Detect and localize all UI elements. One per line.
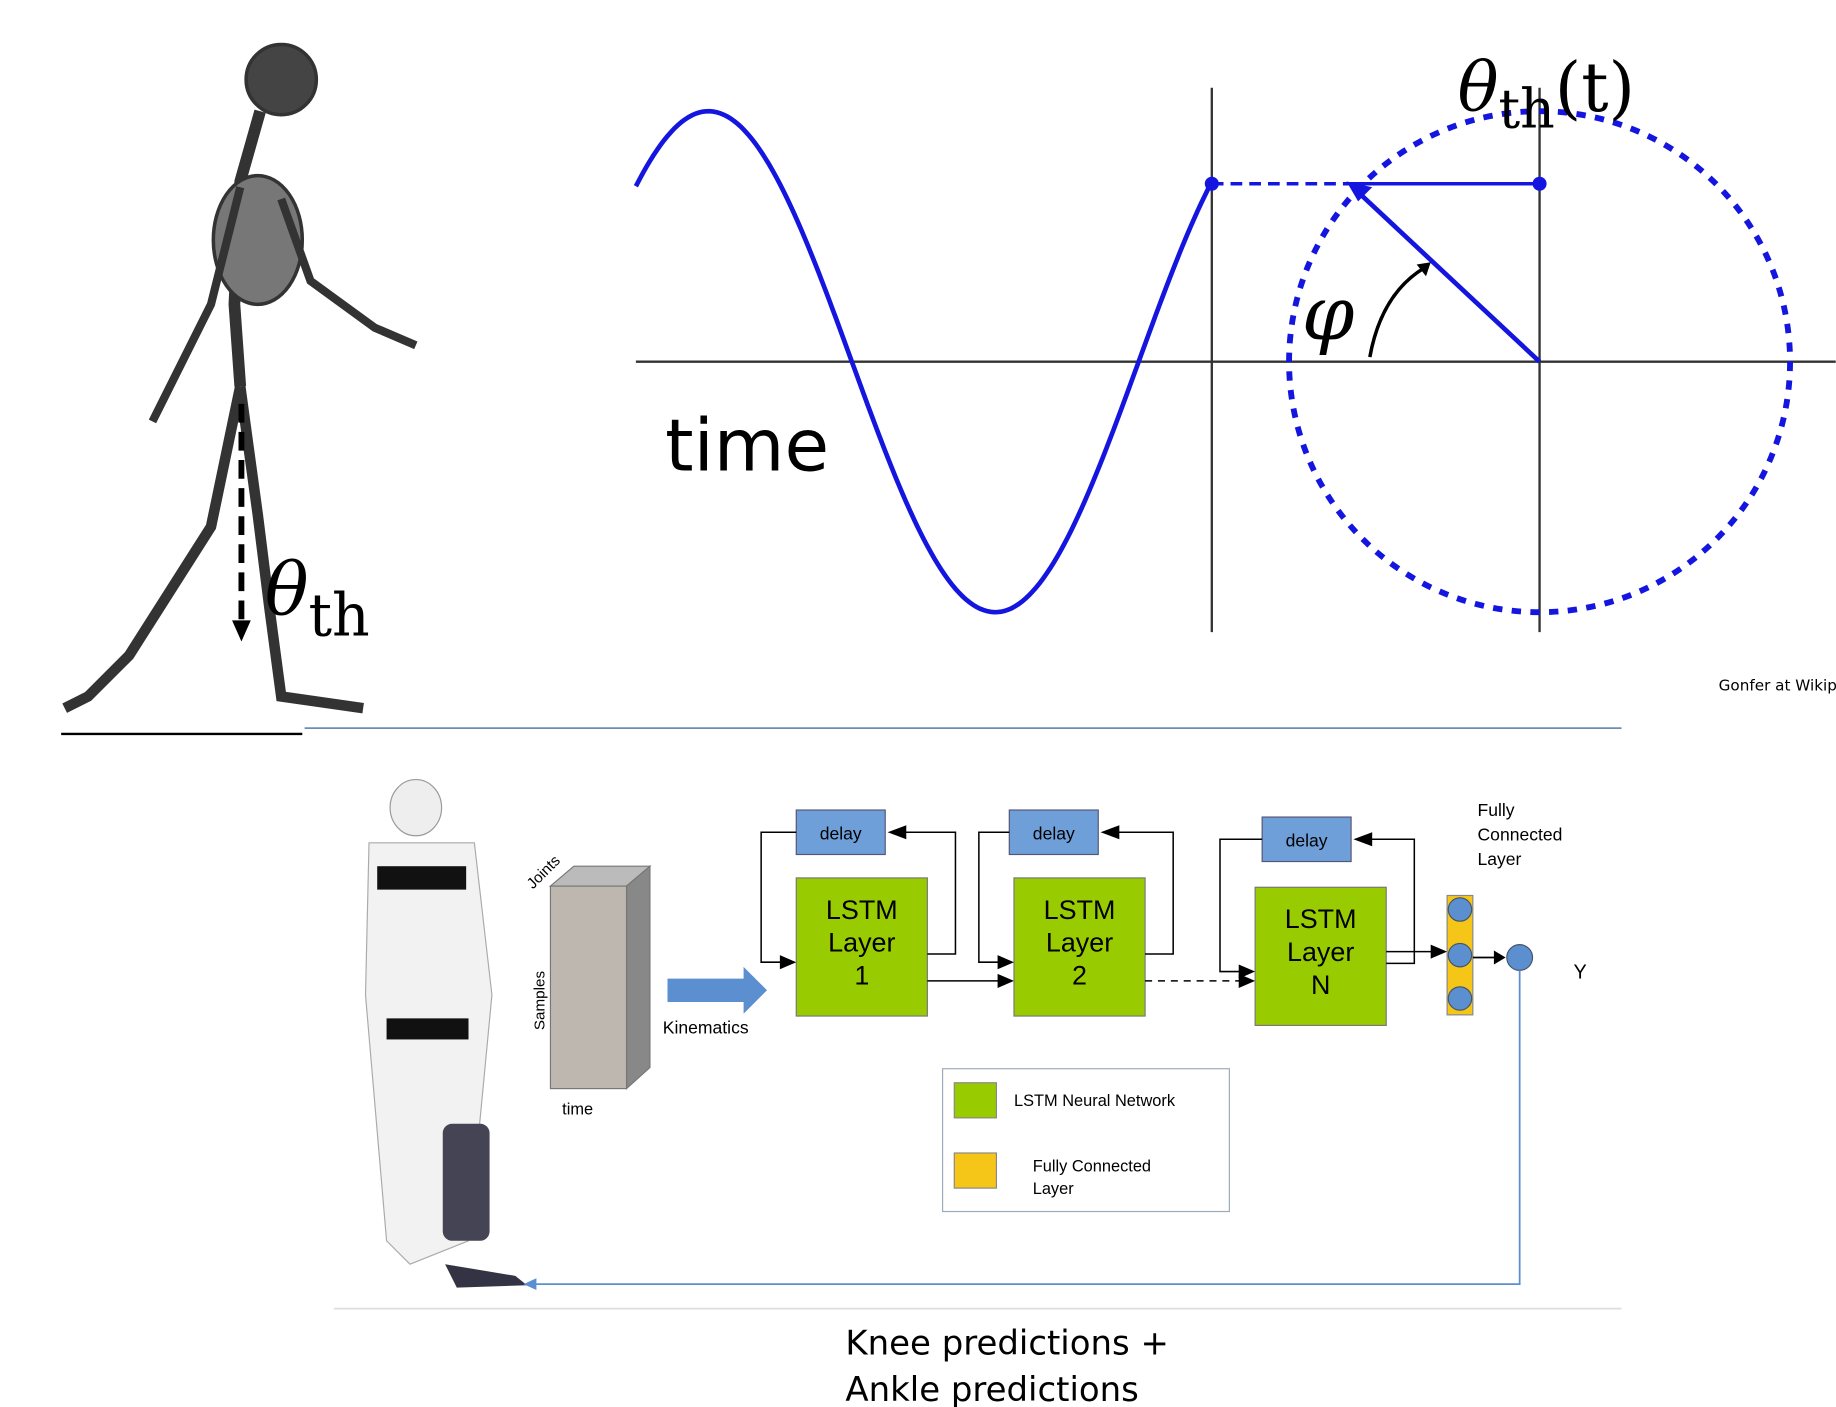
- signal-label: θth(t): [1458, 49, 1635, 140]
- axis-label: time: [562, 1100, 593, 1118]
- fc-title: Fully Connected Layer: [1478, 800, 1563, 869]
- loop: [979, 832, 1009, 962]
- arrowhead: [232, 620, 251, 641]
- neuron: [1448, 943, 1471, 966]
- argument: (t): [1555, 49, 1635, 128]
- line: Layer: [1033, 1180, 1075, 1198]
- line: Knee predictions +: [845, 1323, 1168, 1363]
- symbol: θ: [1458, 49, 1499, 128]
- point: [1533, 177, 1547, 191]
- input-arrow-label: Kinematics: [663, 1018, 749, 1038]
- line: Connected: [1478, 824, 1563, 844]
- suit-figure: [366, 780, 528, 1288]
- lstm-label: N: [1311, 970, 1330, 1000]
- output-node: [1507, 945, 1533, 971]
- legend-label: LSTM Neural Network: [1014, 1092, 1176, 1110]
- neuron: [1448, 987, 1471, 1010]
- arrowhead: [780, 955, 796, 969]
- delay-label: delay: [1286, 830, 1328, 850]
- lstm-label: 1: [854, 960, 869, 990]
- lstm-label: Layer: [1046, 928, 1113, 958]
- arrowhead: [998, 955, 1014, 969]
- lstm-label: LSTM: [826, 895, 898, 925]
- time-label: time: [665, 405, 829, 489]
- lstm-label: 2: [1072, 960, 1087, 990]
- lstm-layers: delayLSTMLayer1delayLSTMLayer2delayLSTML…: [761, 810, 1447, 1025]
- delay-label: delay: [820, 823, 862, 843]
- input-arrow: [668, 967, 767, 1014]
- lstm-label: LSTM: [1044, 895, 1116, 925]
- caption: Knee predictions + Ankle predictions: [845, 1323, 1168, 1407]
- page: θth φ time θth(t) Gonfer at Wikip Joints…: [0, 0, 1836, 1407]
- output-label: Y: [1574, 962, 1587, 984]
- arrowhead: [1353, 832, 1372, 846]
- symbol: θ: [265, 549, 309, 633]
- arrowhead: [524, 1278, 537, 1290]
- legend-swatch: [954, 1153, 996, 1188]
- lstm-label: Layer: [1287, 937, 1354, 967]
- legend-swatch: [954, 1083, 996, 1118]
- input-tensor: [550, 866, 649, 1088]
- arrowhead: [998, 974, 1014, 988]
- thigh-angle-label: θth: [265, 549, 370, 650]
- loop: [761, 832, 796, 962]
- line: Fully: [1478, 800, 1515, 820]
- neuron: [1448, 898, 1471, 921]
- subscript: th: [1498, 78, 1554, 141]
- arrowhead: [1494, 950, 1506, 964]
- lstm-label: LSTM: [1285, 904, 1357, 934]
- arrowhead: [888, 825, 907, 839]
- arrowhead: [1101, 825, 1120, 839]
- angle-arc: [1370, 267, 1426, 357]
- point: [1205, 177, 1219, 191]
- credit: Gonfer at Wikip: [1719, 677, 1836, 695]
- arrowhead: [1239, 965, 1255, 979]
- slide: θth φ time θth(t) Gonfer at Wikip Joints…: [0, 0, 1836, 1407]
- axis-label: Samples: [532, 971, 549, 1031]
- arrowhead: [1431, 945, 1447, 959]
- line: Layer: [1478, 849, 1522, 869]
- delay-label: delay: [1033, 823, 1075, 843]
- lstm-label: Layer: [828, 928, 895, 958]
- line: Fully Connected: [1033, 1158, 1151, 1176]
- line: Ankle predictions: [845, 1370, 1138, 1407]
- arrowhead: [1417, 262, 1431, 276]
- phase-vector: [1360, 194, 1539, 361]
- subscript: th: [309, 582, 370, 650]
- phase-label: φ: [1302, 269, 1355, 357]
